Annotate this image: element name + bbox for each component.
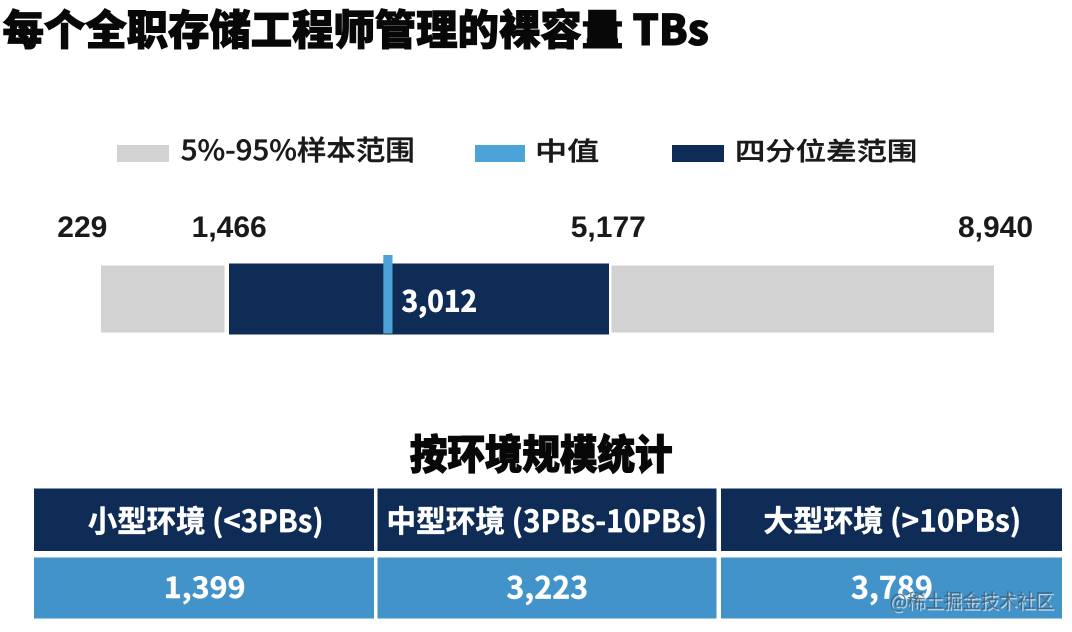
- svg-text:1,466: 1,466: [192, 211, 267, 244]
- svg-text:5,177: 5,177: [571, 211, 646, 244]
- svg-text:8,940: 8,940: [958, 211, 1033, 244]
- svg-text:229: 229: [57, 211, 107, 244]
